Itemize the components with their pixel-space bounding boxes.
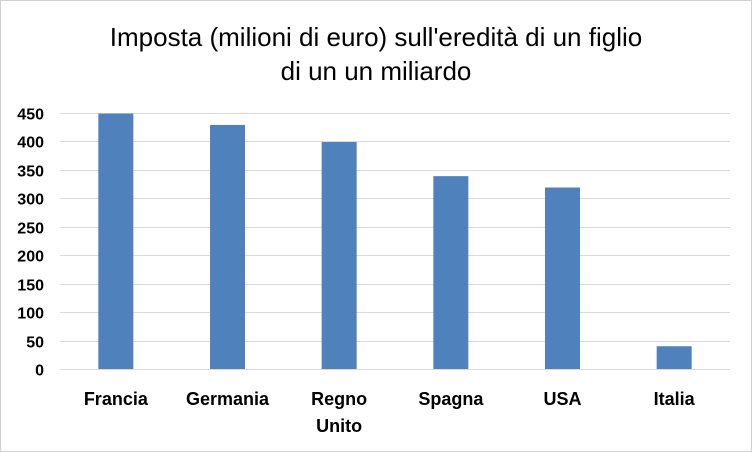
bar-francia (98, 113, 134, 370)
y-tick-label: 300 (17, 192, 44, 209)
x-tick-label: Italia (654, 389, 696, 409)
x-tick-label-line: Regno (311, 389, 367, 409)
x-tick-label: Spagna (418, 389, 484, 409)
y-tick-label: 350 (17, 164, 44, 181)
x-tick-label-line: Spagna (418, 389, 484, 409)
y-tick-label: 250 (17, 221, 44, 238)
x-tick-label: Germania (186, 389, 270, 409)
y-tick-label: 0 (35, 363, 44, 380)
bar-usa (545, 187, 580, 369)
x-tick-label: Regno Unito (311, 389, 367, 436)
y-tick-label: 400 (17, 135, 44, 152)
y-tick-label: 200 (17, 249, 44, 266)
x-tick-label: USA (543, 389, 581, 409)
chart-title: Imposta (milioni di euro) sull'eredità d… (0, 20, 752, 88)
x-tick-label: Francia (84, 389, 149, 409)
y-tick-label: 50 (26, 335, 44, 352)
y-tick-label: 450 (17, 107, 44, 124)
x-tick-label-line: Francia (84, 389, 149, 409)
x-tick-label-line: Italia (654, 389, 696, 409)
bar-spagna (433, 176, 469, 369)
bar-italia (656, 346, 692, 369)
x-tick-label-line: Unito (316, 416, 362, 436)
y-tick-label: 150 (17, 278, 44, 295)
bar-regno-unito (321, 142, 357, 369)
x-tick-label-line: USA (543, 389, 581, 409)
chart-title-line-2: di un un miliardo (280, 56, 472, 86)
x-tick-label-line: Germania (186, 389, 270, 409)
bar-germania (210, 124, 245, 370)
chart-title-line-1: Imposta (milioni di euro) sull'eredità d… (109, 22, 643, 52)
y-tick-label: 100 (17, 306, 44, 323)
